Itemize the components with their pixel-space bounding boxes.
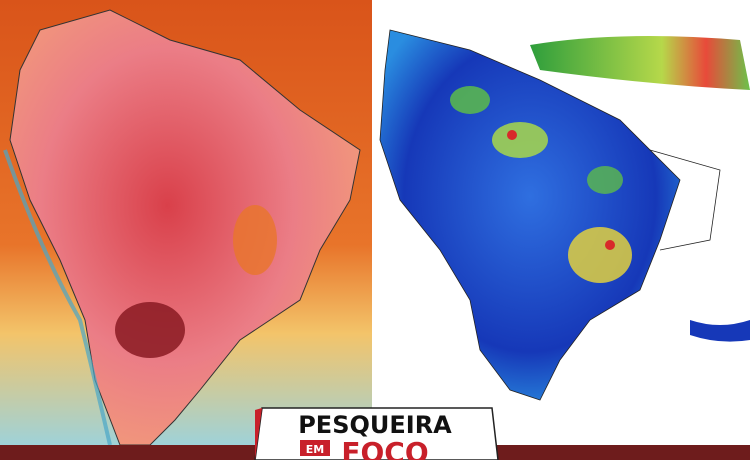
logo-prefix-box [300, 440, 330, 456]
precipitation-map [376, 0, 750, 445]
logo-title: PESQUEIRA [298, 411, 452, 439]
logo-prefix: EM [306, 443, 324, 456]
logo-word: FOCO [341, 436, 428, 460]
temperature-map [0, 0, 372, 446]
logo: PESQUEIRA EM FOCO [254, 407, 499, 460]
